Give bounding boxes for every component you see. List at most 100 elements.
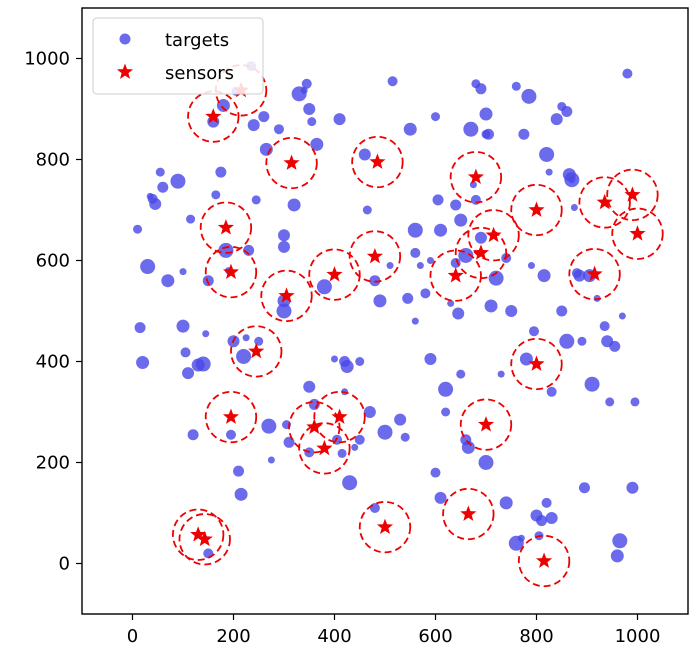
target-point — [431, 112, 440, 122]
target-point — [626, 481, 639, 494]
sensor-point — [222, 263, 240, 279]
target-point — [186, 214, 196, 224]
target-point — [577, 336, 587, 346]
target-point — [179, 268, 187, 276]
x-tick-label: 1000 — [615, 626, 661, 647]
target-point — [182, 367, 195, 380]
target-point — [488, 270, 504, 286]
target-point — [546, 386, 557, 397]
target-point — [424, 352, 437, 365]
sensor-range-circle — [449, 151, 503, 204]
target-point — [202, 330, 210, 338]
target-point — [303, 380, 316, 393]
target-point — [410, 247, 421, 258]
sensor-point — [283, 154, 300, 170]
sensor-point — [306, 418, 323, 435]
sensor-range-circle — [467, 209, 520, 262]
target-point — [316, 279, 332, 295]
y-tick-label: 200 — [36, 453, 70, 474]
target-point — [342, 475, 358, 491]
target-point — [609, 340, 621, 352]
legend-targets-label: targets — [165, 30, 229, 51]
target-point — [570, 203, 578, 211]
sensor-range-circle — [171, 508, 225, 561]
target-point — [331, 355, 338, 363]
target-point — [517, 534, 525, 542]
target-point — [537, 269, 551, 283]
sensor-range-circle — [260, 269, 313, 323]
x-axis: 0 200 400 600 800 1000 — [127, 614, 661, 647]
sensor-point — [196, 530, 213, 547]
target-point — [573, 269, 586, 282]
target-point — [578, 482, 590, 494]
target-point — [215, 166, 227, 178]
sensor-point — [190, 526, 207, 542]
target-point — [187, 429, 199, 441]
target-point — [140, 259, 156, 275]
sensors-layer — [190, 81, 646, 568]
target-point — [310, 137, 324, 151]
sensor-point — [447, 267, 464, 283]
target-point — [556, 305, 568, 317]
legend-sensors-label: sensors — [165, 63, 234, 84]
sensor-range-circle — [351, 135, 404, 189]
target-point — [303, 103, 316, 115]
target-point — [519, 352, 533, 366]
target-point — [340, 360, 354, 374]
y-axis: 0 200 400 600 800 1000 — [24, 49, 82, 575]
target-point — [258, 111, 270, 123]
sensor-point — [485, 226, 502, 243]
target-point — [430, 467, 441, 478]
target-point — [369, 275, 381, 287]
sensor-point — [535, 552, 553, 568]
sensor-point — [217, 219, 235, 235]
target-point — [450, 199, 462, 211]
target-point — [618, 312, 626, 320]
target-point — [456, 369, 466, 379]
target-point — [136, 356, 150, 370]
target-point — [234, 487, 248, 501]
target-point — [434, 223, 448, 237]
target-point — [180, 347, 191, 358]
target-point — [528, 326, 539, 337]
sensor-range-circle — [517, 534, 571, 588]
target-point — [369, 502, 380, 513]
x-tick-label: 800 — [519, 626, 553, 647]
target-point — [259, 142, 273, 156]
target-point — [242, 334, 250, 342]
target-point — [254, 336, 264, 346]
target-point — [610, 549, 624, 563]
target-point — [176, 319, 190, 333]
plot-background — [82, 8, 688, 614]
x-tick-label: 0 — [127, 626, 138, 647]
target-point — [505, 305, 518, 317]
target-point — [134, 322, 146, 334]
target-point — [483, 128, 495, 140]
target-point — [518, 128, 530, 140]
target-point — [377, 424, 393, 440]
target-point — [411, 317, 419, 325]
target-point — [363, 406, 376, 418]
target-point — [416, 262, 424, 270]
sensor-point — [460, 505, 477, 521]
sensor-range-circle — [204, 390, 258, 444]
legend: targets sensors — [92, 17, 264, 95]
sensor-range-layer — [171, 64, 664, 588]
sensor-point — [528, 201, 545, 217]
sensor-point — [278, 287, 295, 303]
sensor-range-circle — [204, 245, 258, 299]
target-point — [550, 113, 563, 126]
target-point — [541, 497, 552, 508]
target-point — [218, 242, 234, 258]
y-tick-label: 1000 — [24, 49, 70, 70]
target-point — [568, 176, 576, 184]
target-point — [420, 288, 431, 299]
target-point — [511, 81, 521, 91]
sensor-point — [369, 153, 386, 169]
legend-sensors-marker — [116, 63, 134, 79]
target-point — [441, 407, 451, 417]
target-point — [236, 348, 252, 364]
target-point — [333, 113, 346, 126]
sensor-range-circle — [611, 207, 664, 260]
target-point — [358, 148, 371, 161]
